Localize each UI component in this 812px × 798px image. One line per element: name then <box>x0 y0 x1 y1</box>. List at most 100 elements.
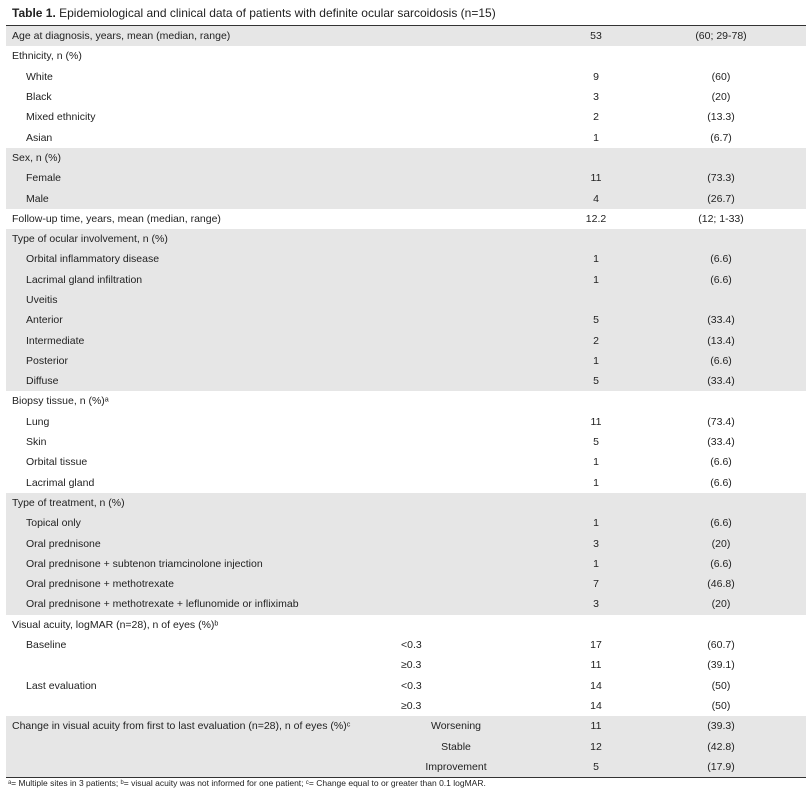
count-cell: 1 <box>593 476 599 489</box>
count-cell: 5 <box>593 760 599 773</box>
percent-cell: (73.3) <box>707 172 735 185</box>
row-label: Ethnicity, n (%) <box>12 50 82 63</box>
percent-cell: (6.6) <box>710 273 732 286</box>
table-row: Diffuse 5 (33.4) <box>6 371 806 392</box>
row-label: Female <box>26 172 62 185</box>
table-row: Intermediate 2 (13.4) <box>6 330 806 351</box>
count-cell: 11 <box>590 659 602 672</box>
count-cell: 4 <box>593 192 599 205</box>
table-row: Age at diagnosis, years, mean (median, r… <box>6 26 806 47</box>
table-row: Change in visual acuity from first to la… <box>6 716 806 737</box>
table-row: Biopsy tissue, n (%)ᵃ <box>6 391 806 411</box>
table-row: ≥0.3 11 (39.1) <box>6 655 806 675</box>
percent-cell: (50) <box>711 679 731 692</box>
table-label: Table 1. <box>12 6 56 20</box>
row-label: Asian <box>26 131 53 144</box>
row-label: Orbital tissue <box>26 456 88 469</box>
count-cell: 1 <box>593 354 599 367</box>
data-table: Age at diagnosis, years, mean (median, r… <box>6 25 806 778</box>
row-sublabel: Improvement <box>425 760 487 773</box>
table-row: ≥0.3 14 (50) <box>6 696 806 716</box>
count-cell: 17 <box>590 639 602 652</box>
percent-cell: (13.4) <box>707 334 735 347</box>
count-cell: 9 <box>593 70 599 83</box>
table-row: White 9 (60) <box>6 67 806 87</box>
row-label: Black <box>26 91 52 104</box>
row-label: Follow-up time, years, mean (median, ran… <box>12 212 221 225</box>
count-cell: 12 <box>590 740 602 753</box>
row-label: Male <box>26 192 49 205</box>
percent-cell: (60; 29-78) <box>695 30 747 43</box>
row-label: Last evaluation <box>26 679 97 692</box>
row-label: Biopsy tissue, n (%)ᵃ <box>12 395 109 408</box>
table-row: Female 11 (73.3) <box>6 168 806 189</box>
percent-cell: (33.4) <box>707 436 735 449</box>
row-label: Sex, n (%) <box>12 151 62 164</box>
table-row: Lung 11 (73.4) <box>6 412 806 432</box>
count-cell: 3 <box>593 537 599 550</box>
row-sublabel: ≥0.3 <box>401 659 422 672</box>
table-title: Table 1. Epidemiological and clinical da… <box>12 6 496 20</box>
table-row: Asian 1 (6.7) <box>6 127 806 147</box>
table-caption: Epidemiological and clinical data of pat… <box>55 6 496 20</box>
count-cell: 11 <box>590 720 602 733</box>
table-row: Orbital tissue 1 (6.6) <box>6 452 806 472</box>
row-label: Mixed ethnicity <box>26 111 96 124</box>
percent-cell: (6.6) <box>710 517 732 530</box>
percent-cell: (6.6) <box>710 354 732 367</box>
row-label: Lacrimal gland infiltration <box>26 273 143 286</box>
percent-cell: (20) <box>711 537 731 550</box>
count-cell: 5 <box>593 314 599 327</box>
percent-cell: (33.4) <box>707 375 735 388</box>
row-sublabel: Stable <box>441 740 471 753</box>
count-cell: 7 <box>593 578 599 591</box>
row-label: Skin <box>26 436 47 449</box>
percent-cell: (46.8) <box>707 578 735 591</box>
row-sublabel: <0.3 <box>401 639 422 652</box>
percent-cell: (50) <box>711 699 731 712</box>
table-row: Oral prednisone + methotrexate 7 (46.8) <box>6 574 806 595</box>
row-label: Diffuse <box>26 375 59 388</box>
percent-cell: (6.6) <box>710 476 732 489</box>
table-row: Oral prednisone + subtenon triamcinolone… <box>6 553 806 575</box>
count-cell: 1 <box>593 131 599 144</box>
table-row: Ethnicity, n (%) <box>6 46 806 66</box>
count-cell: 1 <box>593 456 599 469</box>
row-sublabel: Worsening <box>431 720 481 733</box>
row-sublabel: ≥0.3 <box>401 699 422 712</box>
percent-cell: (42.8) <box>707 740 735 753</box>
count-cell: 1 <box>593 253 599 266</box>
footnote: ᵃ= Multiple sites in 3 patients; ᵇ= visu… <box>8 778 486 788</box>
row-label: Oral prednisone + methotrexate + lefluno… <box>26 598 299 611</box>
count-cell: 5 <box>593 375 599 388</box>
table-row: Orbital inflammatory disease 1 (6.6) <box>6 249 806 270</box>
table-row: Lacrimal gland 1 (6.6) <box>6 473 806 493</box>
percent-cell: (60.7) <box>707 639 735 652</box>
percent-cell: (73.4) <box>707 415 735 428</box>
table-row: Sex, n (%) <box>6 147 806 169</box>
row-label: Uveitis <box>26 294 58 306</box>
table-row: Improvement 5 (17.9) <box>6 756 806 777</box>
table-row: Stable 12 (42.8) <box>6 736 806 757</box>
row-label: Oral prednisone + methotrexate <box>26 578 174 591</box>
percent-cell: (17.9) <box>707 760 735 773</box>
count-cell: 14 <box>590 679 602 692</box>
table-row: Type of ocular involvement, n (%) <box>6 228 806 250</box>
table-row: Baseline <0.3 17 (60.7) <box>6 635 806 655</box>
count-cell: 12.2 <box>585 212 607 225</box>
row-label: Type of ocular involvement, n (%) <box>12 233 168 246</box>
table-row: Skin 5 (33.4) <box>6 432 806 452</box>
table-row: Visual acuity, logMAR (n=28), n of eyes … <box>6 615 806 635</box>
row-label: White <box>26 70 53 83</box>
row-label: Orbital inflammatory disease <box>26 253 160 266</box>
table-row: Follow-up time, years, mean (median, ran… <box>6 209 806 229</box>
table-row: Uveitis <box>6 289 806 311</box>
row-sublabel: <0.3 <box>401 679 422 692</box>
table-row: Oral prednisone 3 (20) <box>6 533 806 554</box>
count-cell: 53 <box>590 30 602 43</box>
row-label: Intermediate <box>26 334 85 347</box>
count-cell: 3 <box>593 598 599 611</box>
row-label: Topical only <box>26 517 81 530</box>
percent-cell: (6.6) <box>710 456 732 469</box>
percent-cell: (39.1) <box>707 659 735 672</box>
